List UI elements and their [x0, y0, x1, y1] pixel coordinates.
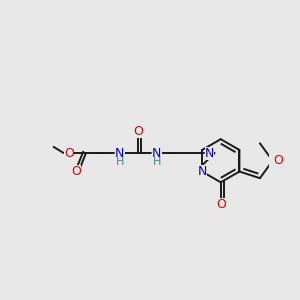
Text: N: N — [115, 146, 124, 160]
Text: O: O — [134, 125, 143, 138]
Text: O: O — [64, 146, 74, 160]
Text: N: N — [197, 165, 207, 178]
Text: H: H — [153, 157, 161, 167]
Text: N: N — [205, 146, 214, 160]
Text: N: N — [152, 146, 161, 160]
Text: H: H — [116, 157, 124, 167]
Text: O: O — [273, 154, 283, 167]
Text: O: O — [216, 198, 226, 211]
Text: O: O — [71, 165, 81, 178]
